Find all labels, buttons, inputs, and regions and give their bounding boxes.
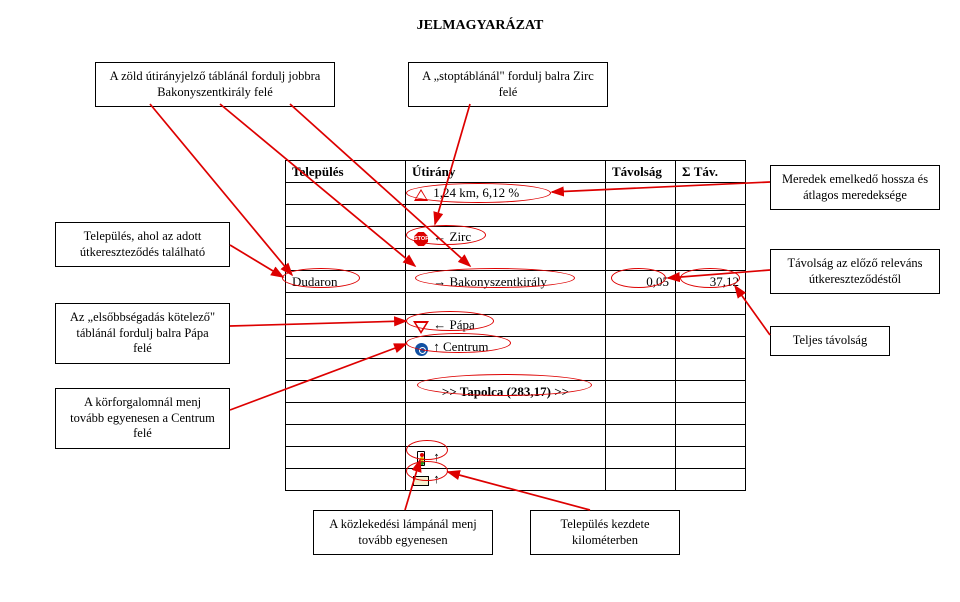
row-papa: ← Pápa: [286, 315, 746, 337]
row-bksz: Dudaron → Bakonyszentkirály 0,05 37,12: [286, 271, 746, 293]
row-town: ↑: [286, 469, 746, 491]
centrum-arrow: ↑: [433, 339, 440, 354]
stop-sign-icon: STOP: [412, 230, 430, 246]
ann-top-right: A „stoptáblánál" fordulj balra Zirc felé: [408, 62, 608, 107]
legend-table: Település Útirány Távolság Σ Táv. 1,24 k…: [285, 160, 746, 491]
yield-sign-icon: [412, 318, 430, 334]
bksz-sum: 37,12: [676, 271, 746, 293]
papa-text: Pápa: [450, 317, 475, 332]
row-empty-1: [286, 205, 746, 227]
bksz-text: Bakonyszentkirály: [450, 274, 547, 289]
th-sigmatav: Σ Táv.: [676, 161, 746, 183]
slope-text: 1,24 km, 6,12 %: [433, 185, 519, 200]
ann-left-3: A körforgalomnál menj tovább egyenesen a…: [55, 388, 230, 449]
light-arrow: ↑: [433, 449, 440, 464]
ann-left-2: Az „elsőbbségadás kötelező" táblánál for…: [55, 303, 230, 364]
zirc-arrow: ←: [433, 229, 446, 244]
ann-top-left: A zöld útirányjelző táblánál fordulj job…: [95, 62, 335, 107]
ann-bottom-1: A közlekedési lámpánál menj tovább egyen…: [313, 510, 493, 555]
row-tapolca: >> Tapolca (283,17) >>: [286, 381, 746, 403]
ann-left-1: Település, ahol az adott útkereszteződés…: [55, 222, 230, 267]
row-centrum: ↑ Centrum: [286, 337, 746, 359]
table-header-row: Település Útirány Távolság Σ Táv.: [286, 161, 746, 183]
town-arrow: ↑: [433, 471, 440, 486]
tapolca-cell: >> Tapolca (283,17) >>: [406, 381, 606, 403]
zirc-text: Zirc: [450, 229, 472, 244]
row-zirc: STOP ← Zirc: [286, 227, 746, 249]
th-tavolsag: Távolság: [606, 161, 676, 183]
th-telepules: Település: [286, 161, 406, 183]
bksz-arrow: →: [433, 274, 446, 289]
row-slope: 1,24 km, 6,12 %: [286, 183, 746, 205]
centrum-text: Centrum: [443, 339, 489, 354]
town-sign-icon: [412, 472, 430, 488]
ann-right-2: Távolság az előző releváns útkereszteződ…: [770, 249, 940, 294]
dudaron-cell: Dudaron: [286, 271, 406, 293]
row-empty-5: [286, 403, 746, 425]
row-empty-2: [286, 249, 746, 271]
page-title: JELMAGYARÁZAT: [0, 18, 960, 34]
slope-icon: [412, 186, 430, 202]
ann-right-1: Meredek emelkedő hossza és átlagos mered…: [770, 165, 940, 210]
papa-arrow: ←: [433, 317, 446, 332]
row-empty-3: [286, 293, 746, 315]
ann-right-3: Teljes távolság: [770, 326, 890, 356]
bksz-dist: 0,05: [606, 271, 676, 293]
traffic-light-icon: [412, 450, 430, 467]
row-empty-4: [286, 359, 746, 381]
row-light: ↑: [286, 447, 746, 469]
row-empty-6: [286, 425, 746, 447]
th-utirany: Útirány: [406, 161, 606, 183]
roundabout-icon: [412, 340, 430, 356]
ann-bottom-2: Település kezdete kilométerben: [530, 510, 680, 555]
